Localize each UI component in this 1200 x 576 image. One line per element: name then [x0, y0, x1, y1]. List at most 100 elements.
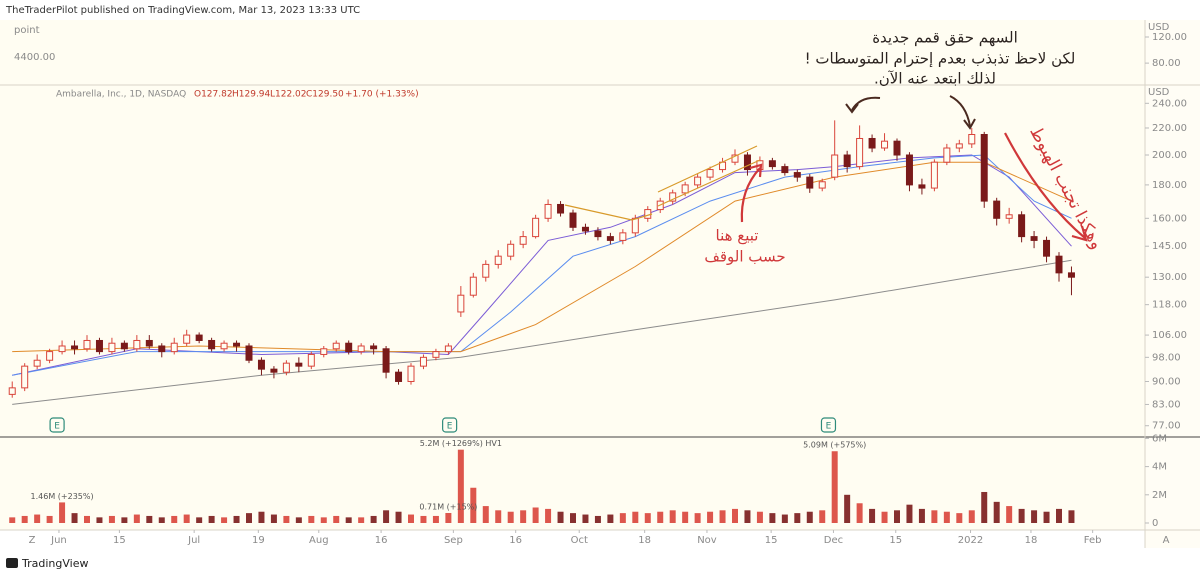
legend: Ambarella, Inc., 1D, NASDAQ O127.82 H129… [56, 90, 419, 100]
volume-bar [345, 517, 352, 523]
pane-value: 4400.00 [14, 52, 55, 63]
candle-body [295, 362, 303, 367]
volume-bar [1043, 511, 1050, 523]
candle-body [145, 339, 153, 347]
note-line: لكن لاحظ تذبذب بعدم إحترام المتوسطات ! [805, 50, 1076, 68]
volume-bar [1031, 510, 1038, 523]
volume-bar [557, 511, 564, 523]
candle-body [544, 203, 552, 219]
legend-symbol: Ambarella, Inc., 1D, NASDAQ [56, 90, 186, 100]
y-tick-label: 118.00 [1152, 300, 1187, 311]
arrow-head [749, 163, 763, 178]
volume-bar [270, 514, 277, 523]
volume-bar [470, 487, 477, 523]
volume-bar [657, 511, 664, 523]
candle-body [494, 255, 502, 265]
plot: 240.00 220.00 200.00 180.00 160.00 145.00 130.… [8, 32, 1187, 546]
candle-body [731, 154, 739, 163]
volume-bar [856, 503, 863, 523]
candle-body [631, 217, 639, 234]
volume-bar [594, 515, 601, 523]
volume-bar [894, 510, 900, 523]
volume-bar [520, 510, 527, 523]
volume-bar [719, 510, 726, 523]
currency-label: USD [1148, 22, 1170, 33]
time-button[interactable]: A [1163, 535, 1170, 546]
channel-line [657, 159, 761, 207]
volume-bar [432, 515, 439, 523]
volume-bar [881, 511, 888, 523]
legend-low: L122.02 [270, 90, 307, 100]
x-tick-label: Aug [309, 535, 329, 546]
y-tick-label: 4M [1152, 462, 1167, 473]
volume-label: 5.2M (+1269%) HV1 [420, 439, 502, 448]
x-tick-label: 15 [765, 535, 778, 546]
x-tick-label: Jul [187, 535, 200, 546]
y-tick-label: 2M [1152, 490, 1167, 501]
volume-bar [408, 514, 414, 523]
candle-body [581, 226, 589, 232]
volume-bar [96, 517, 103, 523]
volume-bar [9, 517, 16, 523]
volume-bar [295, 517, 302, 523]
candle-body [457, 294, 465, 313]
time-button[interactable]: Z [29, 535, 36, 546]
x-tick-label: 15 [889, 535, 902, 546]
candle-body [120, 342, 128, 350]
volume-bar [246, 513, 252, 523]
volume-bar [495, 510, 502, 523]
moving-average [12, 259, 1072, 405]
candle-body [806, 176, 814, 189]
candle-body [469, 276, 477, 296]
candle-body [1030, 236, 1038, 241]
y-tick-label: 90.00 [1152, 376, 1181, 387]
candle-body [905, 154, 913, 186]
y-tick-label: 180.00 [1152, 180, 1187, 191]
earnings-marker [49, 417, 65, 433]
volume-bar [146, 515, 153, 523]
earnings-label: E [54, 422, 60, 432]
volume-bar [707, 511, 714, 523]
y-tick-label: 83.00 [1152, 399, 1181, 410]
candle-body [183, 334, 191, 344]
earnings-label: E [826, 422, 832, 432]
candle-body [706, 169, 714, 178]
y-tick-label: 240.00 [1152, 98, 1187, 109]
candle-body [1043, 239, 1051, 257]
candle-body [606, 236, 614, 241]
candle-body [681, 184, 689, 194]
candle-body [133, 339, 141, 350]
x-tick-label: 19 [252, 535, 265, 546]
x-tick-label: 18 [638, 535, 651, 546]
volume-bar [844, 494, 851, 523]
arrow [1004, 132, 1086, 239]
note-line: تبيع هنا [716, 227, 759, 245]
volume-bar [84, 515, 90, 523]
volume-bar [756, 511, 763, 523]
candle-body [1067, 272, 1075, 278]
volume-bar [732, 508, 738, 523]
earnings-marker [442, 417, 458, 433]
y-tick-label: 200.00 [1152, 150, 1187, 161]
volume-bar [233, 515, 240, 523]
volume-bar [1018, 508, 1025, 523]
volume-bar [931, 510, 938, 523]
candle-body [743, 154, 751, 171]
candle-body [282, 362, 290, 373]
volume-bar [993, 501, 1000, 523]
candle-body [71, 345, 79, 350]
volume-bar [1006, 506, 1013, 523]
x-tick-label: Oct [571, 535, 588, 546]
volume-bar [694, 513, 701, 523]
volume-label: 1.46M (+235%) [31, 492, 94, 501]
volume-bar [158, 517, 165, 523]
volume-bar [1056, 508, 1062, 523]
arrow [949, 95, 971, 127]
volume-bar [619, 513, 626, 523]
footer-bar [0, 548, 1200, 576]
volume-bar [21, 515, 28, 523]
candle-body [1055, 255, 1063, 274]
y-tick-label: 6M [1152, 433, 1167, 444]
candle-body [33, 359, 41, 367]
volume-bar [183, 514, 190, 523]
